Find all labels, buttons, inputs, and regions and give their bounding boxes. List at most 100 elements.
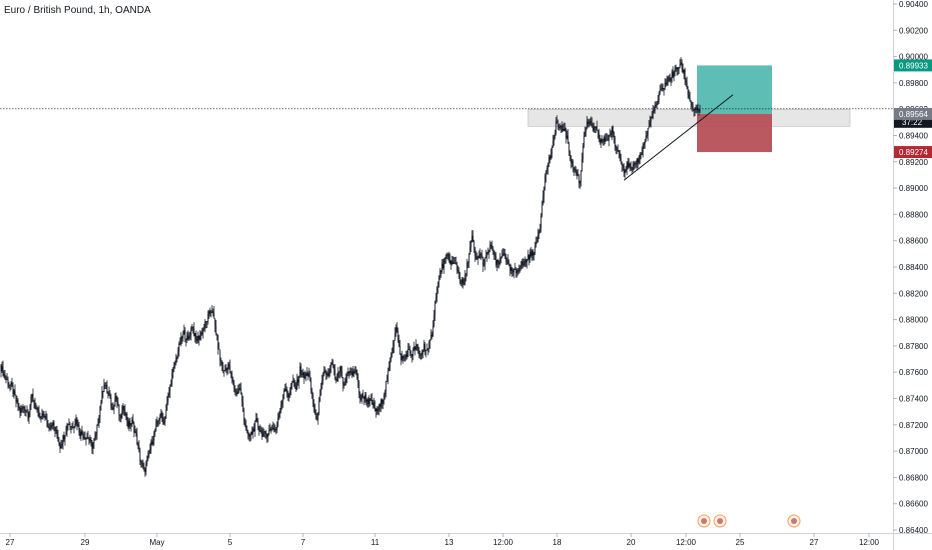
- candle-body: [3, 374, 5, 376]
- candle-body: [98, 417, 100, 424]
- candle-body: [260, 430, 262, 432]
- candle-body: [399, 346, 401, 355]
- candle-body: [442, 263, 444, 269]
- candle-body: [297, 379, 299, 383]
- candle-body: [343, 384, 345, 386]
- candle-body: [449, 258, 451, 264]
- candle-body: [386, 381, 388, 382]
- candle-body: [555, 121, 557, 134]
- candle-body: [612, 126, 614, 133]
- candle-body: [185, 338, 187, 340]
- candle-body: [14, 390, 16, 396]
- candle-body: [563, 129, 565, 131]
- candle-body: [635, 163, 637, 165]
- candle-body: [322, 374, 324, 381]
- candle-body: [183, 330, 185, 334]
- candle-body: [89, 438, 91, 441]
- candle-body: [375, 408, 377, 412]
- candle-body: [158, 419, 160, 421]
- take-profit-box[interactable]: [697, 65, 772, 114]
- candle-body: [228, 364, 230, 366]
- candle-body: [106, 384, 108, 392]
- candle-body: [427, 348, 429, 350]
- candle-body: [140, 461, 142, 463]
- candle-body: [181, 336, 183, 339]
- candle-body: [127, 421, 129, 428]
- candle-body: [573, 167, 575, 170]
- candle-body: [380, 399, 382, 407]
- candle-body: [97, 423, 99, 425]
- x-tick-label: 27: [6, 538, 15, 547]
- candle-body: [579, 181, 581, 184]
- candle-body: [55, 429, 57, 431]
- candle-body: [681, 62, 683, 70]
- candle-body: [277, 417, 279, 426]
- candle-body: [508, 264, 510, 266]
- candle-body: [619, 152, 621, 158]
- support-zone[interactable]: [527, 108, 851, 127]
- y-tick-label: 0.87000: [899, 447, 928, 456]
- candle-body: [44, 416, 46, 417]
- stop-loss-box[interactable]: [697, 113, 772, 153]
- candle-body: [300, 366, 302, 375]
- event-icon-flag: [717, 518, 723, 524]
- candle-body: [219, 349, 221, 361]
- candle-body: [512, 271, 514, 273]
- candle-body: [583, 135, 585, 146]
- candle-body: [345, 378, 347, 384]
- candle-body: [595, 126, 597, 128]
- candle-body: [335, 378, 337, 380]
- candle-body: [65, 432, 67, 436]
- candle-body: [521, 261, 523, 265]
- candle-body: [84, 437, 86, 440]
- candle-body: [163, 422, 165, 424]
- candle-body: [263, 431, 265, 434]
- candle-body: [467, 262, 469, 264]
- candle-body: [43, 415, 45, 417]
- candle-body: [504, 253, 506, 257]
- candle-body: [530, 251, 532, 256]
- candle-body: [0, 364, 2, 371]
- candle-body: [287, 393, 289, 398]
- candle-body: [77, 424, 79, 426]
- candle-body: [301, 374, 303, 376]
- candle-body: [197, 335, 199, 341]
- candle-body: [242, 402, 244, 412]
- candle-body: [403, 357, 405, 359]
- candle-body: [484, 257, 486, 265]
- candle-body: [422, 349, 424, 352]
- candle-body: [464, 275, 466, 285]
- candle-body: [37, 407, 39, 411]
- candle-body: [539, 228, 541, 232]
- candle-body: [118, 404, 120, 415]
- candle-body: [270, 429, 272, 430]
- candle-body: [281, 401, 283, 405]
- candle-body: [53, 422, 55, 428]
- candle-body: [307, 373, 309, 376]
- candle-body: [102, 391, 104, 392]
- candle-body: [30, 396, 32, 406]
- x-tick-label: 12:00: [493, 538, 514, 547]
- candle-body: [114, 399, 116, 407]
- candle-body: [631, 168, 633, 170]
- candle-body: [647, 128, 649, 135]
- position-layer[interactable]: [697, 65, 772, 153]
- candle-body: [420, 354, 422, 356]
- candle-body: [303, 372, 305, 378]
- candle-body: [525, 260, 527, 263]
- x-tick-label: May: [149, 538, 164, 547]
- candle-body: [175, 357, 177, 364]
- candle-body: [273, 427, 275, 431]
- candle-body: [83, 437, 85, 438]
- candle-body: [223, 370, 225, 372]
- candle-body: [290, 384, 292, 391]
- candle-body: [502, 253, 504, 256]
- candle-body: [249, 434, 251, 437]
- candle-body: [341, 371, 343, 378]
- candle-body: [120, 415, 122, 419]
- candle-body: [676, 67, 678, 70]
- candle-body: [582, 145, 584, 159]
